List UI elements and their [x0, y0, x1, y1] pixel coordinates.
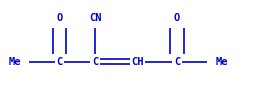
Text: CN: CN [89, 13, 101, 23]
Text: Me: Me [8, 57, 21, 67]
Text: C: C [56, 57, 63, 67]
Text: CH: CH [131, 57, 144, 67]
Text: O: O [174, 13, 180, 23]
Text: C: C [174, 57, 180, 67]
Text: C: C [92, 57, 98, 67]
Text: O: O [56, 13, 63, 23]
Text: Me: Me [216, 57, 228, 67]
